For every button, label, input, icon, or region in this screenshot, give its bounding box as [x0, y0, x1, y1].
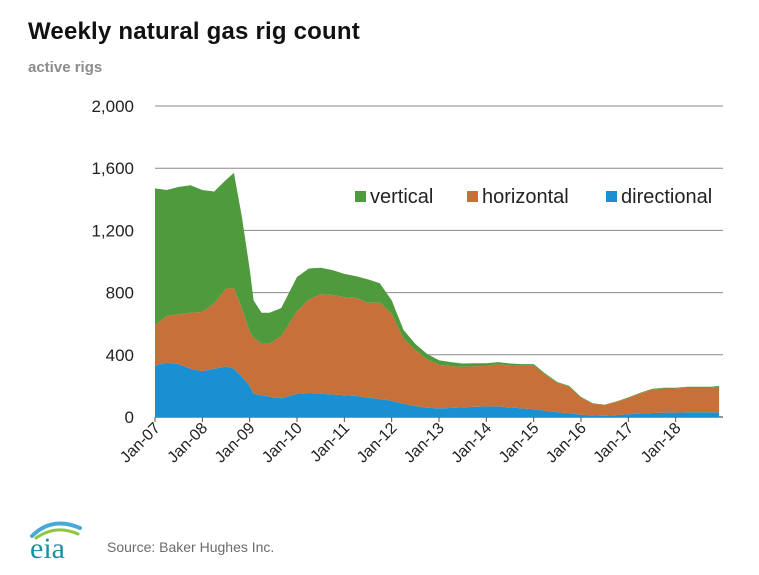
y-tick-label: 1,600 [91, 159, 134, 178]
legend-swatch-vertical [355, 191, 366, 202]
y-tick-label: 1,200 [91, 221, 134, 240]
y-tick-label: 2,000 [91, 97, 134, 116]
x-tick-label: Jan-11 [307, 420, 353, 466]
area-horizontal [155, 287, 720, 416]
x-tick-label: Jan-10 [259, 420, 306, 467]
chart-title: Weekly natural gas rig count [28, 18, 360, 45]
legend-swatch-directional [606, 191, 617, 202]
stacked-area-chart: 0 400 800 1,200 1,600 2,000 Jan-07 Jan-08 Jan-0… [91, 97, 723, 467]
eia-logo-icon: eia [30, 521, 82, 565]
x-tick-label: Jan-15 [496, 420, 543, 467]
x-tick-label: Jan-13 [401, 420, 448, 467]
x-tick-label: Jan-09 [212, 420, 259, 467]
logo-text: eia [30, 532, 65, 562]
x-tick-label: Jan-18 [638, 420, 685, 467]
legend-label-vertical: vertical [370, 186, 433, 208]
x-tick-label: Jan-16 [543, 420, 590, 467]
y-tick-label: 400 [106, 346, 134, 365]
legend-swatch-horizontal [467, 191, 478, 202]
eia-logo: eia [28, 518, 98, 567]
area-vertical [155, 172, 720, 405]
y-axis-ticks: 0 400 800 1,200 1,600 2,000 [91, 97, 134, 427]
x-tick-label: Jan-12 [354, 420, 401, 467]
legend-label-directional: directional [621, 186, 712, 208]
legend-label-horizontal: horizontal [482, 186, 569, 208]
x-tick-label: Jan-14 [449, 420, 496, 467]
y-tick-label: 0 [125, 408, 134, 427]
legend: vertical horizontal directional [355, 186, 712, 208]
x-axis-ticks: Jan-07 Jan-08 Jan-09 Jan-10 Jan-11 Jan-12 Jan-… [117, 417, 685, 467]
area-series [155, 172, 720, 417]
area-directional [155, 362, 720, 417]
x-tick-label: Jan-08 [165, 420, 212, 467]
y-tick-label: 800 [106, 284, 134, 303]
y-axis-unit-label: active rigs [28, 59, 103, 76]
source-note: Source: Baker Hughes Inc. [107, 539, 275, 555]
x-tick-label: Jan-17 [591, 420, 638, 467]
